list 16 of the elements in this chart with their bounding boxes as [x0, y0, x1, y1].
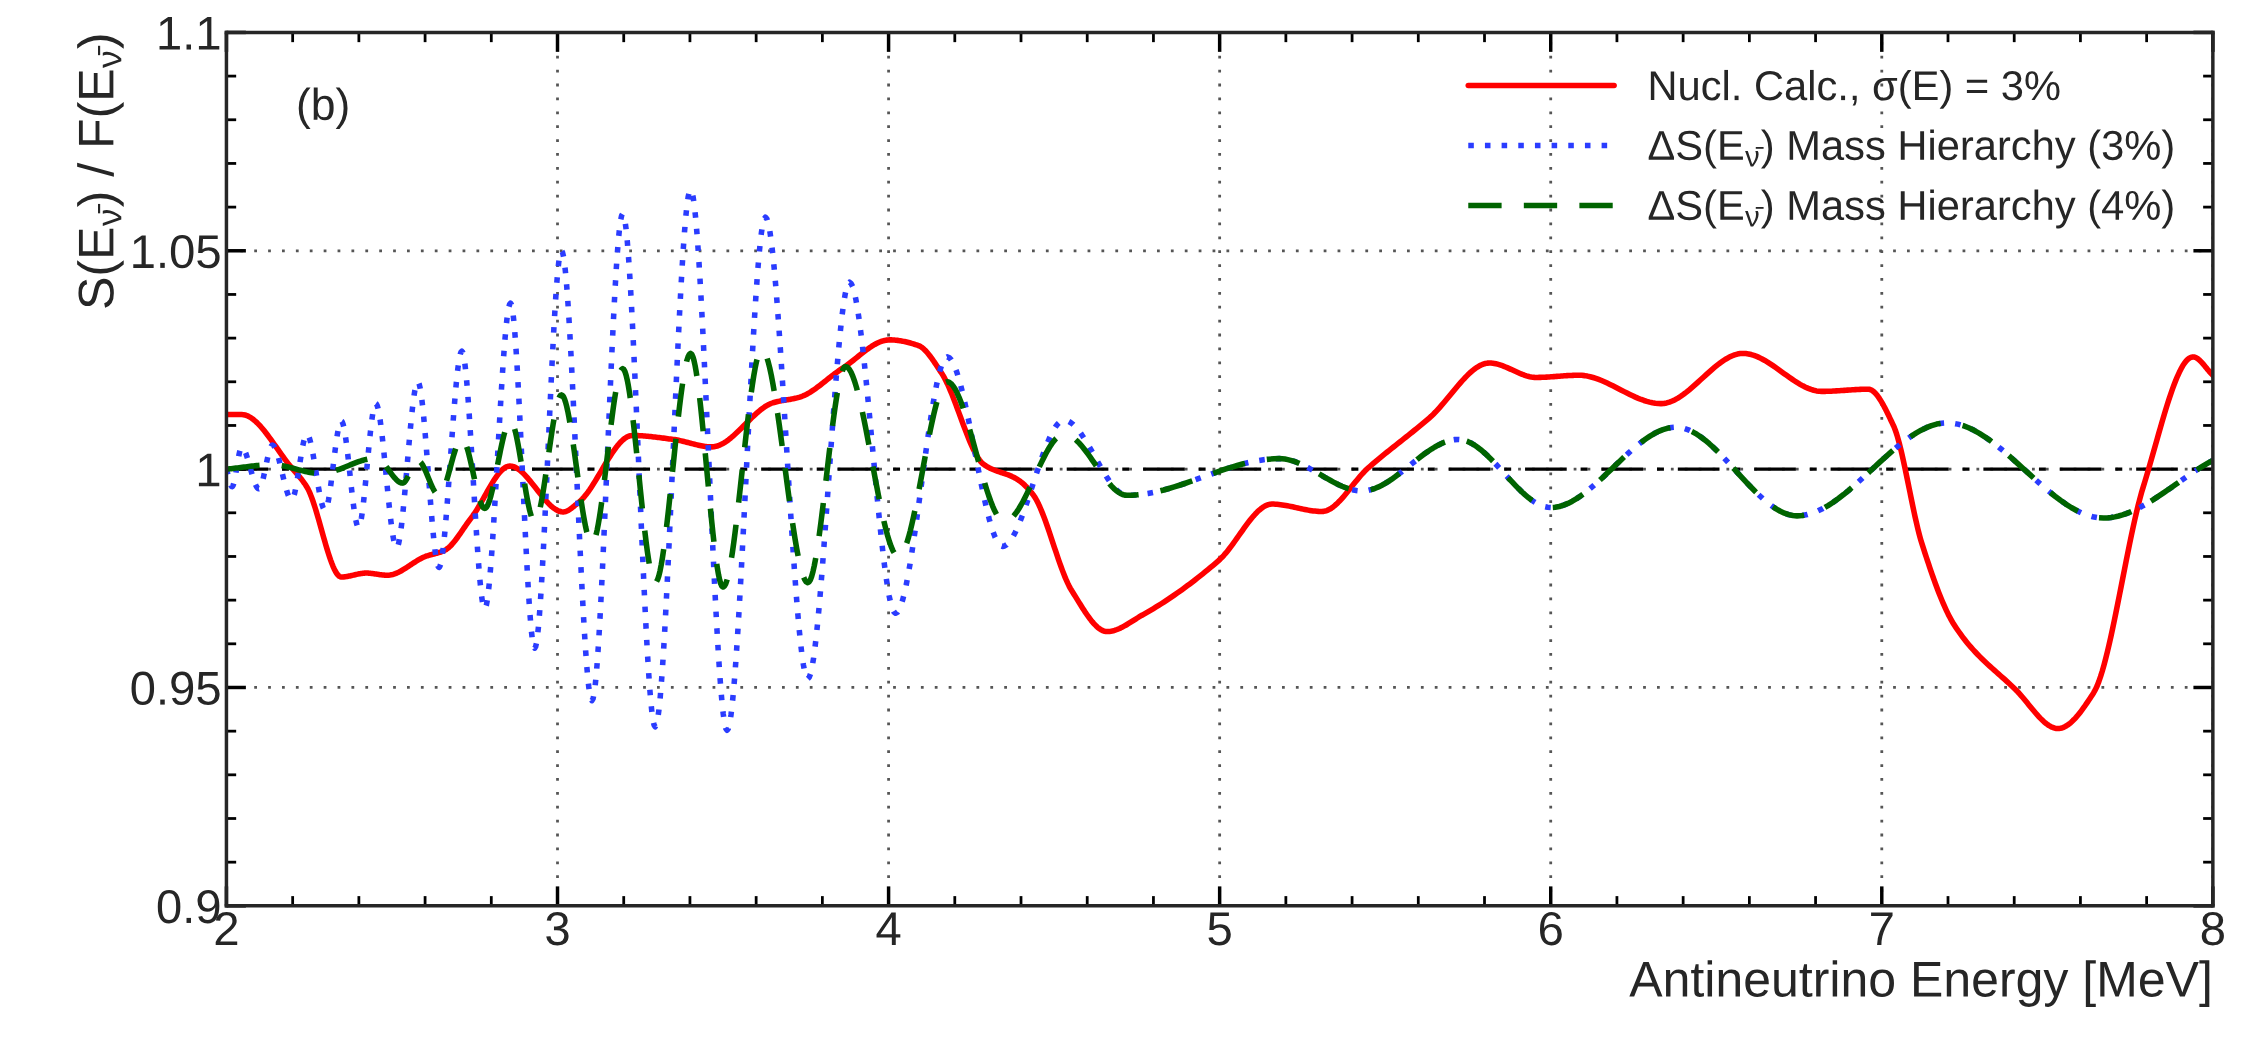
y-tick-label: 0.95 [131, 671, 220, 706]
y-tick-label: 1.1 [159, 17, 220, 50]
legend-label: ΔS(E$_{ν̄}$) Mass Hierarchy (3%) [1648, 129, 2173, 169]
x-tick-label: 3 [546, 911, 569, 946]
annotation: (b) [298, 87, 348, 129]
x-tick-label: 5 [1208, 912, 1231, 946]
x-tick-label: 6 [1539, 911, 1562, 946]
x-axis-title: Antineutrino Energy [MeV] [1629, 960, 2210, 1007]
y-axis-title: S(E$_{ν̄}$) / F(E$_{ν̄}$) [77, 35, 124, 308]
y-tick-label: 1 [198, 453, 220, 487]
x-tick-label: 8 [2201, 911, 2224, 946]
legend-label: ΔS(E$_{ν̄}$) Mass Hierarchy (4%) [1648, 189, 2173, 229]
x-tick-label: 4 [876, 912, 901, 945]
legend-label: Nucl. Calc., σ(E) = 3% [1650, 69, 2060, 109]
y-tick-label: 1.05 [133, 234, 220, 269]
x-tick-label: 7 [1871, 912, 1893, 945]
